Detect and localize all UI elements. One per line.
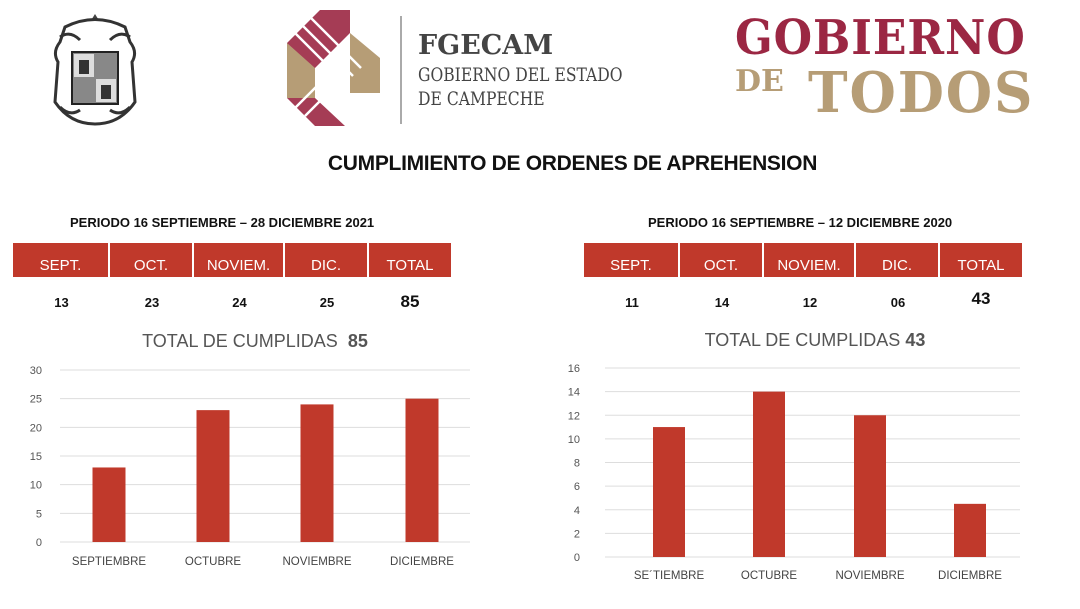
org-line2: DE CAMPECHE (418, 88, 545, 110)
x-tick-label: SE´TIEMBRE (634, 570, 705, 582)
campeche-coat-of-arms-logo (50, 12, 140, 127)
val-total: 43 (971, 289, 991, 308)
y-tick-label: 16 (568, 363, 580, 375)
val-oct: 14 (714, 295, 730, 310)
y-tick-label: 2 (574, 528, 580, 540)
bar-chart-2020: 0 2 4 6 8 10 12 14 16 SE´TIEMBRE OCTUBRE NOVIEMBRE D… (568, 363, 1020, 582)
bar-3 (405, 398, 439, 542)
y-tick-label: 15 (30, 451, 42, 463)
x-tick-label: DICIEMBRE (390, 556, 454, 568)
x-tick-label: NOVIEMBRE (835, 570, 904, 582)
y-tick-label: 30 (30, 365, 42, 377)
val-dic: 25 (319, 295, 335, 310)
y-tick-label: 5 (36, 508, 42, 520)
brand-line2: TODOS (808, 60, 1035, 126)
x-tick-label: OCTUBRE (185, 556, 242, 568)
chart-title-2021: TOTAL DE CUMPLIDAS 85 (60, 331, 450, 352)
col-nov: NOVIEM. (194, 243, 285, 277)
chart-title-text: TOTAL DE CUMPLIDAS (142, 331, 338, 351)
x-tick-label: DICIEMBRE (938, 570, 1002, 582)
col-dic: DIC. (856, 243, 940, 277)
period-label-2020: PERIODO 16 SEPTIEMBRE – 12 DICIEMBRE 202… (648, 215, 953, 230)
org-line1: GOBIERNO DEL ESTADO (418, 64, 623, 86)
bar-0 (92, 467, 126, 542)
y-tick-label: 25 (30, 394, 42, 406)
bar-0 (653, 427, 685, 557)
brand-de: DE (735, 64, 784, 99)
bar-3 (954, 503, 986, 557)
bar-chart-2021: 0 5 10 15 20 25 30 SEPTIEMBRE OCTUBRE NOVIEMBRE DI… (30, 365, 470, 568)
y-tick-label: 0 (574, 552, 580, 564)
val-sept: 13 (54, 295, 69, 310)
org-name: FGECAM (418, 30, 554, 61)
x-tick-label: OCTUBRE (741, 570, 798, 582)
col-sept: SEPT. (13, 243, 110, 277)
col-total: TOTAL (386, 257, 434, 274)
col-oct: OCT. (110, 243, 194, 277)
val-nov: 24 (232, 295, 247, 310)
gobierno-de-todos-logo: GOBIERNO DE TODOS (730, 10, 1070, 126)
col-nov: NOVIEM. (764, 243, 856, 277)
bar-2 (300, 404, 334, 542)
x-tick-label: NOVIEMBRE (282, 556, 351, 568)
month-values-2021: 13 23 24 25 85 (13, 292, 451, 312)
y-tick-label: 20 (30, 422, 42, 434)
val-total: 85 (400, 292, 420, 311)
val-nov: 12 (802, 295, 818, 310)
val-sept: 11 (625, 295, 639, 310)
fgecam-logo: FGECAM GOBIERNO DEL ESTADO DE CAMPECHE (285, 8, 685, 128)
logo-divider (400, 16, 402, 124)
col-sept: SEPT. (584, 243, 680, 277)
brand-line1: GOBIERNO (735, 10, 1026, 66)
chart-title-total: 85 (347, 331, 368, 351)
bar-1 (196, 410, 230, 542)
month-header-2021: SEPT. OCT. NOVIEM. DIC. TOTAL (13, 243, 451, 277)
col-total: TOTAL (957, 257, 1005, 274)
y-tick-label: 10 (568, 434, 580, 446)
chart-title-total: 43 (905, 330, 926, 350)
y-tick-label: 10 (30, 480, 42, 492)
month-header-2020: SEPT. OCT. NOVIEM. DIC. TOTAL (584, 243, 1022, 277)
col-dic: DIC. (285, 243, 369, 277)
val-oct: 23 (144, 295, 160, 310)
val-dic: 06 (890, 295, 906, 310)
x-tick-label: SEPTIEMBRE (72, 556, 146, 568)
y-tick-label: 12 (568, 410, 580, 422)
period-label-2021: PERIODO 16 SEPTIEMBRE – 28 DICIEMBRE 202… (70, 215, 375, 230)
y-tick-label: 14 (568, 387, 580, 399)
y-tick-label: 6 (574, 481, 580, 493)
month-values-2020: 11 14 12 06 43 (584, 289, 1022, 310)
chart-title-text: TOTAL DE CUMPLIDAS (704, 330, 901, 350)
y-tick-label: 8 (574, 458, 580, 470)
bar-1 (753, 391, 785, 557)
col-oct: OCT. (680, 243, 764, 277)
y-tick-label: 0 (36, 537, 42, 549)
bar-2 (854, 415, 886, 557)
chart-title-2020: TOTAL DE CUMPLIDAS 43 (610, 330, 1020, 351)
y-tick-label: 4 (574, 505, 580, 517)
page-title: CUMPLIMIENTO DE ORDENES DE APREHENSION (327, 152, 818, 175)
